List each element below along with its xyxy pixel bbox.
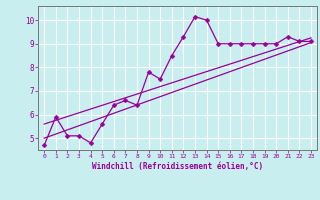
X-axis label: Windchill (Refroidissement éolien,°C): Windchill (Refroidissement éolien,°C) bbox=[92, 162, 263, 171]
